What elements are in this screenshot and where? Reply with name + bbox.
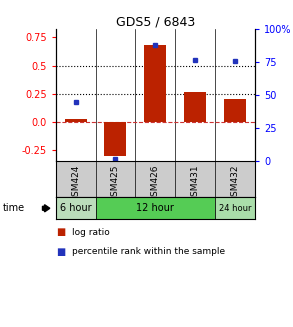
Bar (56, 198, 96, 219)
Bar (224, 99, 246, 122)
Text: GSM432: GSM432 (231, 164, 239, 202)
Text: log ratio: log ratio (72, 228, 110, 237)
Bar (105, 122, 126, 156)
Bar (96, 198, 215, 219)
Text: 24 hour: 24 hour (219, 204, 251, 213)
Bar (215, 198, 255, 219)
Text: GSM431: GSM431 (191, 164, 200, 202)
Text: 12 hour: 12 hour (136, 203, 174, 213)
Bar (144, 45, 166, 122)
Text: ■: ■ (56, 227, 65, 237)
Bar (184, 92, 206, 122)
Text: percentile rank within the sample: percentile rank within the sample (72, 247, 225, 256)
Text: time: time (3, 203, 25, 213)
Bar (65, 119, 86, 122)
Text: GSM425: GSM425 (111, 164, 120, 202)
Title: GDS5 / 6843: GDS5 / 6843 (116, 15, 195, 28)
Text: GSM426: GSM426 (151, 164, 160, 202)
Text: GSM424: GSM424 (71, 164, 80, 202)
Text: ■: ■ (56, 247, 65, 257)
Text: 6 hour: 6 hour (60, 203, 91, 213)
